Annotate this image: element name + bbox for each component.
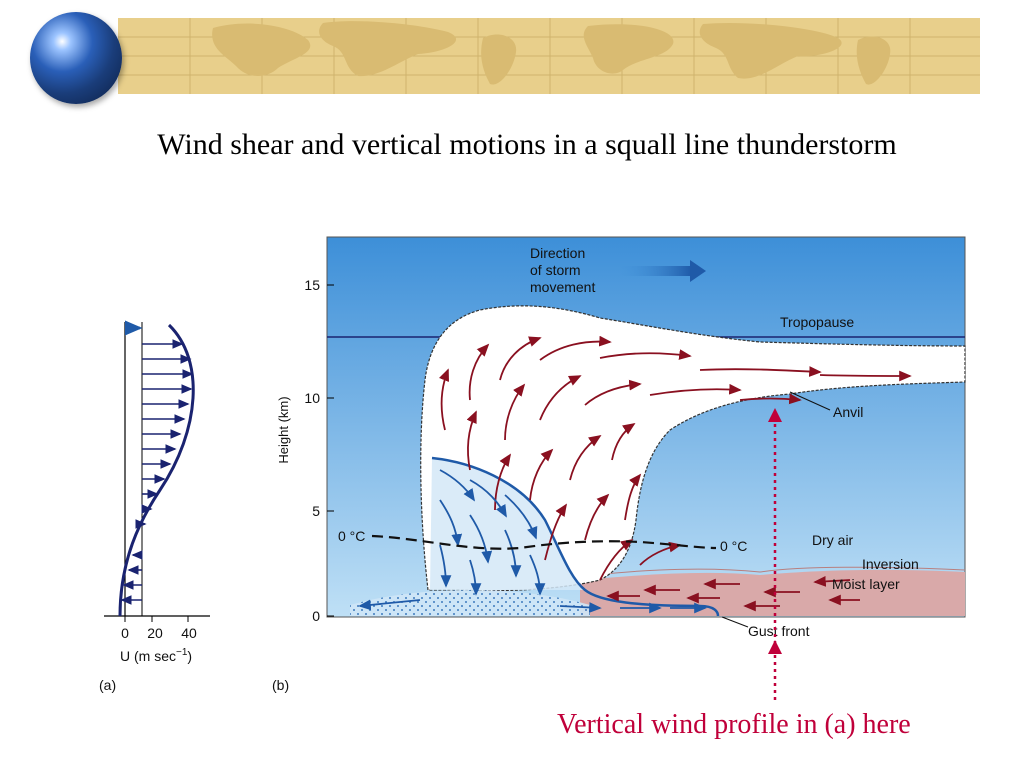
world-map-illustration [118,18,980,94]
profile-xlabel-close: ) [187,648,192,664]
profile-pointer-arrowhead-top [768,408,782,422]
profile-xlabel: U (m sec−1) [120,647,192,664]
inversion-label: Inversion [862,556,919,572]
ytick-0: 0 [312,608,320,624]
slide-caption: Vertical wind profile in (a) here [557,709,911,740]
ytick-10: 10 [304,390,320,406]
ytick-5: 5 [312,503,320,519]
panel-b-letter: (b) [272,677,289,693]
profile-tick-20: 20 [147,625,163,641]
profile-xlabel-main: U (m sec [120,648,176,664]
profile-pointer-arrowhead-bottom [768,640,782,654]
anvil-label: Anvil [833,404,863,420]
storm-direction-line3: movement [530,279,595,295]
moist-layer-label: Moist layer [832,576,900,592]
world-map-banner [118,18,980,94]
zero-c-right-label: 0 °C [720,538,747,554]
globe-icon [30,12,122,104]
storm-direction-line1: Direction [530,245,585,261]
profile-tick-0: 0 [121,625,129,641]
gust-front-label: Gust front [748,623,810,639]
zero-c-left-label: 0 °C [338,528,365,544]
panel-a-letter: (a) [99,677,116,693]
profile-tick-40: 40 [181,625,197,641]
storm-direction-line2: of storm [530,262,581,278]
storm-cross-section: 15 10 5 0 Height (km) Direction of storm… [272,236,966,700]
cloud-outline [420,305,966,592]
ytick-15: 15 [304,277,320,293]
moist-layer [580,569,965,616]
slide-title: Wind shear and vertical motions in a squ… [157,128,897,161]
tropopause-label: Tropopause [780,314,854,330]
y-axis-label: Height (km) [276,396,291,463]
wind-profile-panel: 0 20 40 U (m sec−1) (a) [99,320,210,693]
dry-air-label: Dry air [812,532,854,548]
profile-xlabel-exponent: −1 [176,647,188,658]
